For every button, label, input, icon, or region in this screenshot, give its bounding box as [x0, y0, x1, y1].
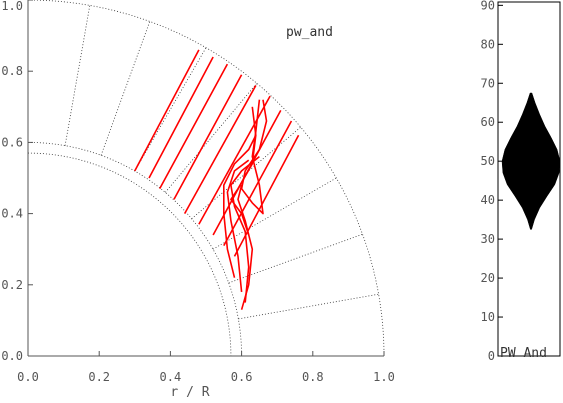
- side-frame: [497, 1, 561, 357]
- inclination-profile: [501, 92, 561, 230]
- grid-radial-6: [100, 21, 151, 156]
- field-loop-2: [230, 155, 260, 303]
- grid-arc-1: [27, 142, 242, 357]
- y-tick-label-3: 0.6: [1, 135, 23, 149]
- x-axis-title: r / R: [170, 385, 209, 400]
- side-tick-label-4: 40: [481, 193, 495, 207]
- x-tick-label-0: 0.0: [17, 370, 39, 384]
- field-line-1: [148, 56, 214, 179]
- field-line-2: [159, 63, 229, 190]
- field-line-7: [223, 120, 293, 247]
- star-annotation: pw_and: [286, 25, 333, 40]
- side-tick-label-9: 90: [481, 0, 495, 12]
- grid-arc-0: [27, 152, 232, 357]
- field-loop-5: [230, 106, 257, 236]
- field-loop-1: [226, 159, 250, 292]
- y-tick-label-5: 1.0: [1, 0, 23, 13]
- side-tick-label-3: 30: [481, 232, 495, 246]
- side-tick-label-8: 80: [481, 37, 495, 51]
- field-line-5: [198, 95, 271, 225]
- grid-radial-1: [228, 233, 363, 284]
- side-tick-label-2: 20: [481, 271, 495, 285]
- side-tick-label-1: 10: [481, 310, 495, 324]
- grid-radial-7: [64, 5, 91, 146]
- x-tick-label-5: 1.0: [373, 370, 395, 384]
- field-line-3: [173, 74, 243, 200]
- grid-radial-0: [238, 293, 379, 320]
- side-star-label: PW And: [500, 346, 547, 361]
- field-line-layer: [134, 49, 300, 310]
- field-line-4: [183, 85, 257, 214]
- side-tick-label-0: 0: [488, 349, 495, 363]
- side-tick-label-7: 70: [481, 76, 495, 90]
- field-line-0: [134, 49, 200, 172]
- axes-layer: 0.0 0.2 0.4 0.6 0.8 1.0 0.0 0.2 0.4 0.6 0.8 1.0: [1, 0, 395, 384]
- y-tick-label-0: 0.0: [1, 349, 23, 363]
- y-tick-label-4: 0.8: [1, 64, 23, 78]
- grid-radial-5: [134, 47, 207, 172]
- field-loop-0: [223, 134, 257, 278]
- y-tick-label-1: 0.2: [1, 278, 23, 292]
- x-tick-label-1: 0.2: [88, 370, 110, 384]
- y-tick-label-2: 0.4: [1, 207, 23, 221]
- x-tick-label-4: 0.8: [302, 370, 324, 384]
- side-panel: 0 10 20 30 40 50 60 70 80 90 PW And: [481, 0, 561, 363]
- side-tick-label-6: 60: [481, 115, 495, 129]
- grid-layer: [27, 0, 385, 357]
- x-tick-label-2: 0.4: [160, 370, 182, 384]
- side-tick-label-5: 50: [481, 154, 495, 168]
- x-tick-label-3: 0.6: [231, 370, 253, 384]
- grid-arc-2: [27, 0, 385, 357]
- field-loop-3: [237, 184, 254, 310]
